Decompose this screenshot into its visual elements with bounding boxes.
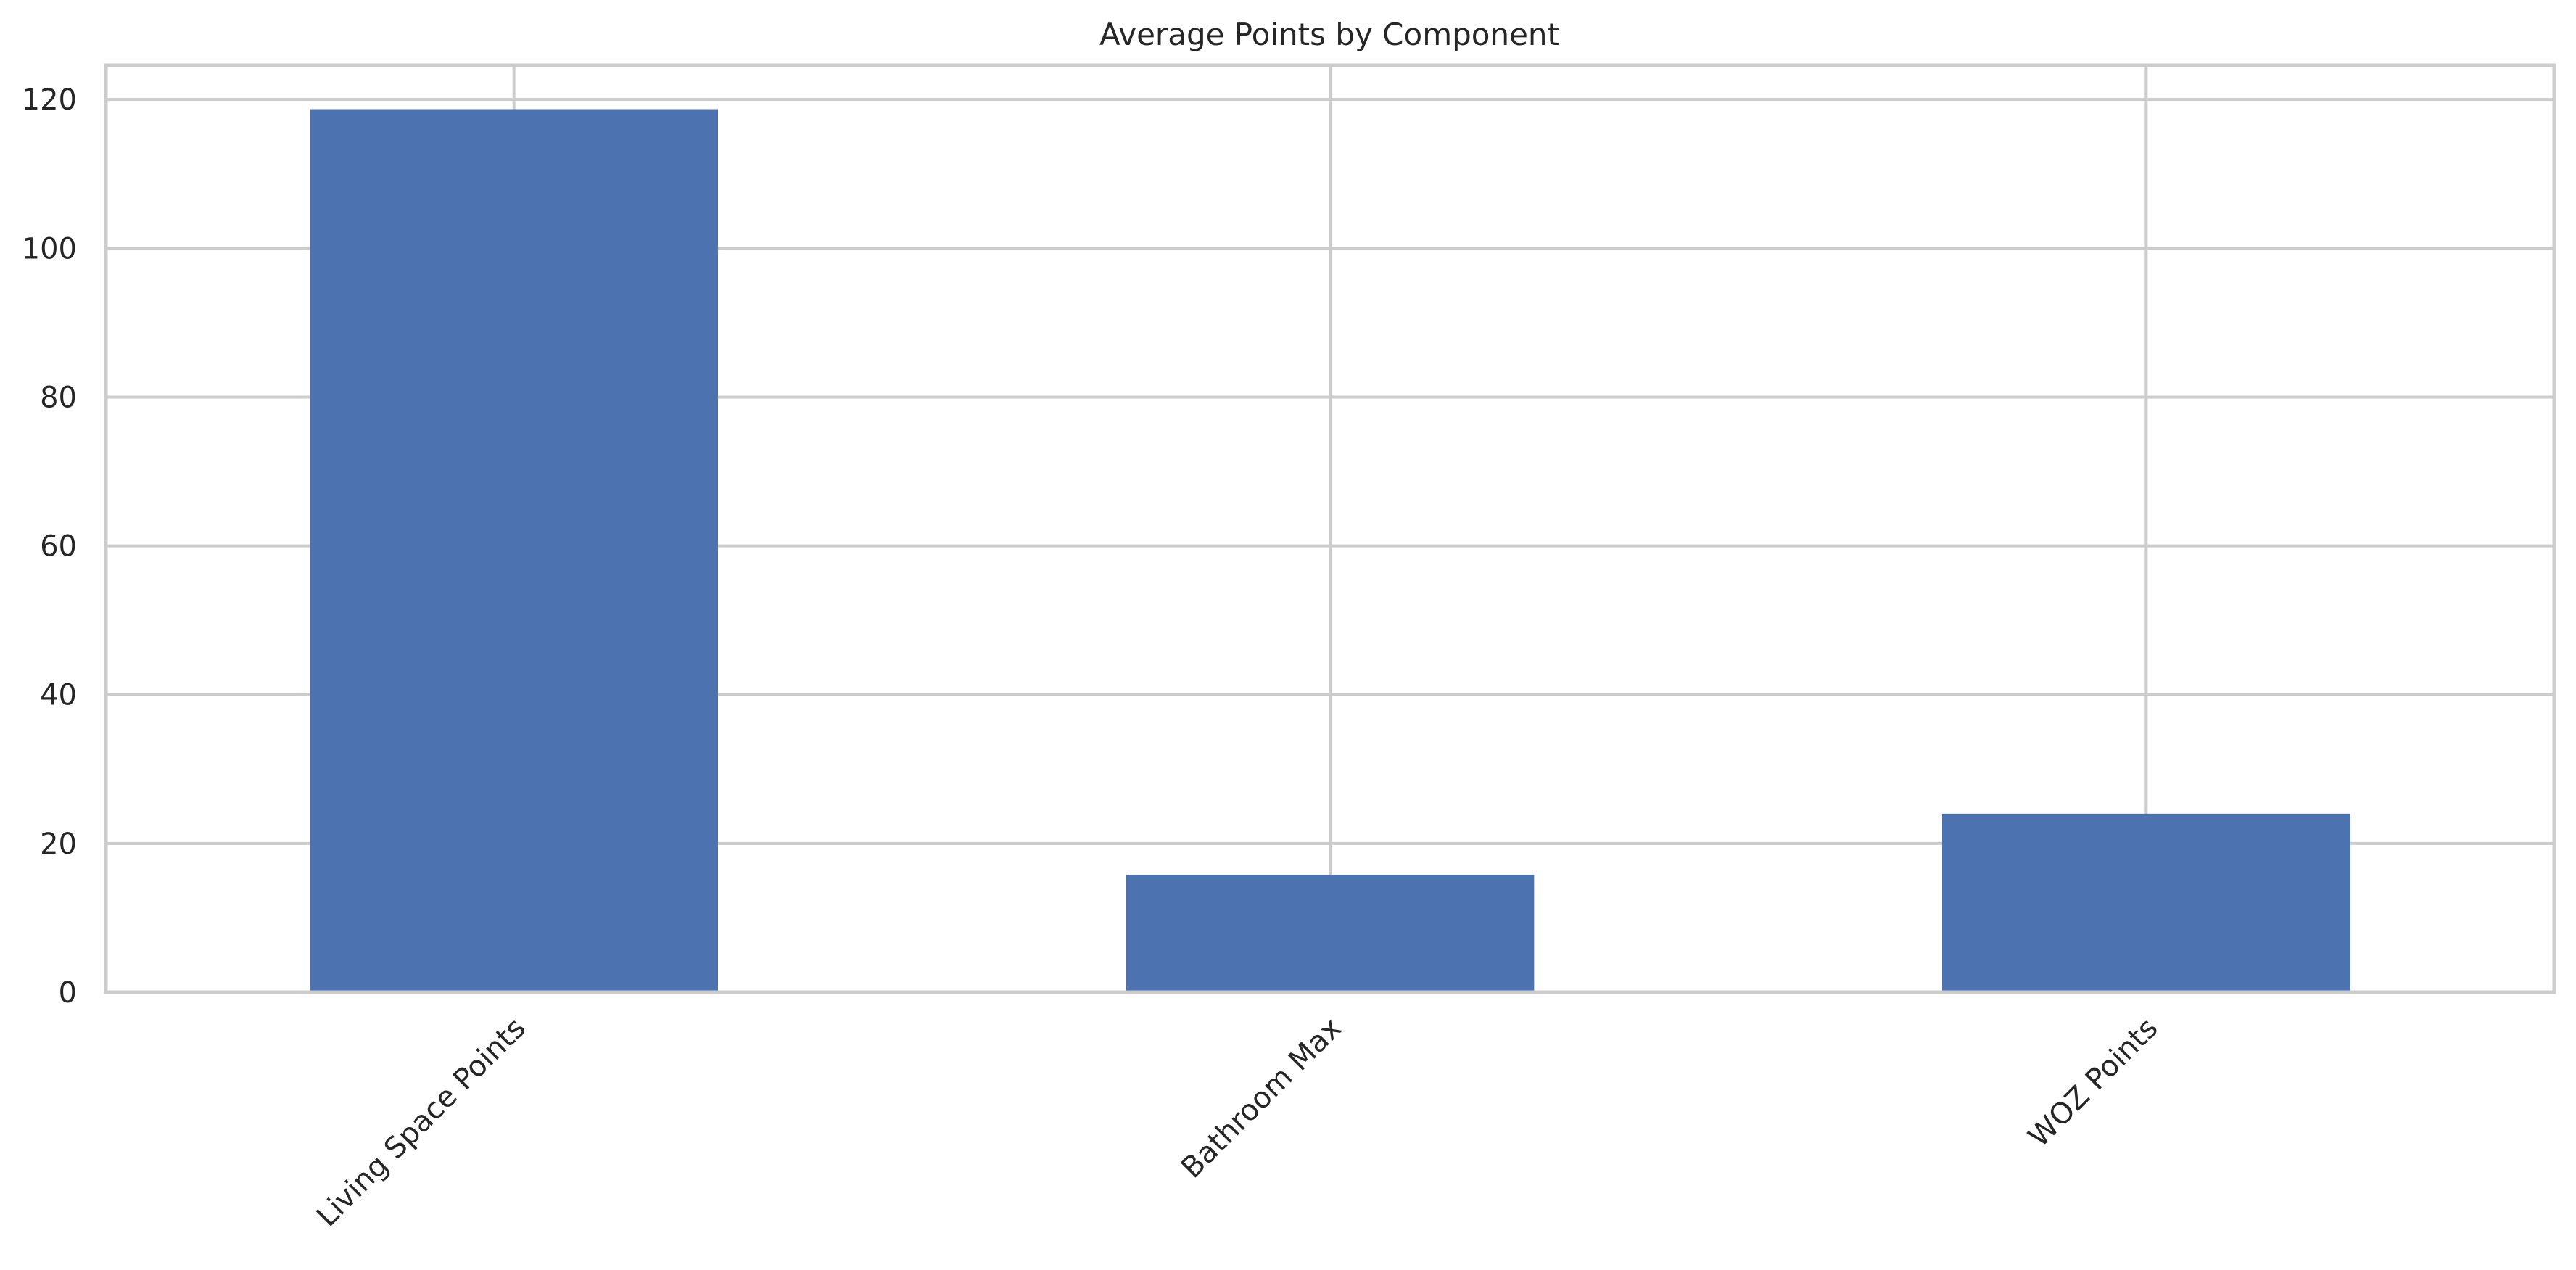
y-tick-label: 40 — [40, 679, 77, 712]
bar-layer — [310, 109, 2350, 992]
y-tick-label: 100 — [22, 232, 77, 265]
bar — [1126, 874, 1535, 992]
y-tick-label: 120 — [22, 83, 77, 117]
y-tick-label: 80 — [40, 381, 77, 414]
y-tick-label: 20 — [40, 828, 77, 861]
y-tick-label: 60 — [40, 530, 77, 564]
y-tick-labels: 0 20 40 60 80 100 120 — [22, 83, 77, 1010]
chart-title: Average Points by Component — [1099, 17, 1559, 52]
bar — [1942, 813, 2350, 992]
plot-frame — [104, 63, 2556, 994]
y-tick-label: 0 — [59, 976, 77, 1010]
bar — [310, 109, 718, 992]
